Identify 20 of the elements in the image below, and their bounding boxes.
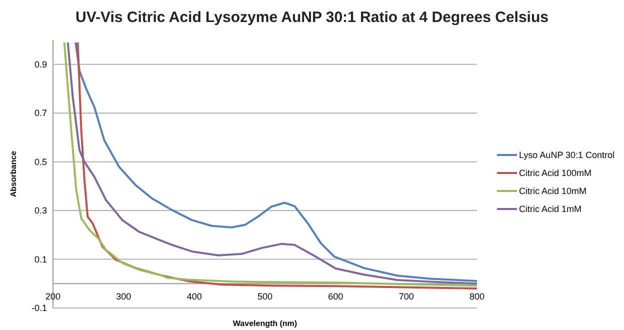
x-tick-label: 400 [186, 292, 202, 302]
legend-label: Lyso AuNP 30:1 Control [519, 150, 615, 160]
x-tick-label: 500 [257, 292, 273, 302]
y-tick-label: 0.5 [34, 156, 47, 167]
y-tick-label: -0.1 [31, 303, 47, 314]
y-tick-label: 0.1 [34, 254, 47, 264]
y-axis-title: Absorbance [9, 150, 18, 198]
x-tick-label: 300 [116, 292, 132, 302]
x-tick-label: 200 [45, 292, 61, 302]
legend-label: Citric Acid 100mM [519, 168, 592, 178]
chart-title: UV-Vis Citric Acid Lysozyme AuNP 30:1 Ratio at 4 Degrees Celsius [76, 9, 548, 26]
x-tick-label: 800 [469, 292, 485, 302]
y-tick-label: 0.3 [34, 206, 47, 216]
legend-label: Citric Acid 1mM [519, 204, 582, 214]
legend-label: Citric Acid 10mM [519, 186, 587, 196]
y-tick-label: 0.9 [34, 60, 47, 70]
y-tick-label: 0.7 [34, 108, 47, 118]
x-tick-label: 700 [398, 292, 414, 302]
x-tick-label: 600 [328, 292, 344, 302]
x-axis-title: Wavelength (nm) [232, 319, 298, 328]
